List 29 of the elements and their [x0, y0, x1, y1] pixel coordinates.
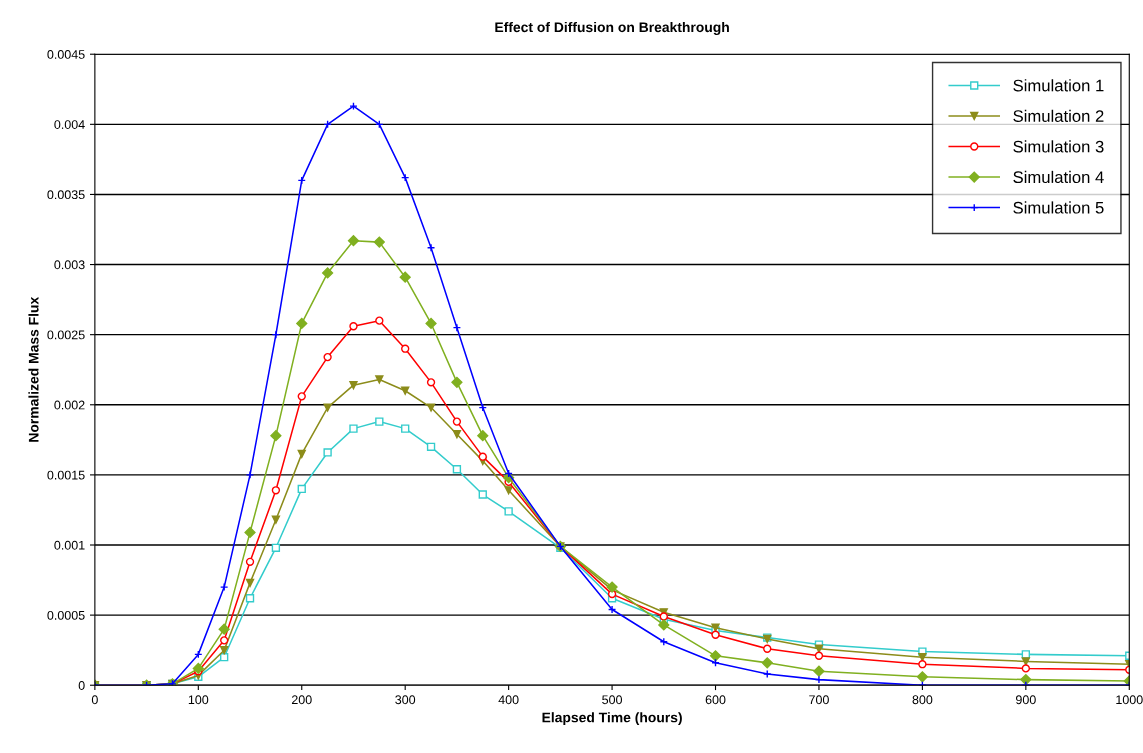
chart-title: Effect of Diffusion on Breakthrough	[495, 21, 729, 35]
x-tick-label: 700	[809, 695, 829, 705]
x-tick-label: 900	[1016, 695, 1036, 705]
y-tick-label: 0.001	[54, 540, 85, 550]
y-tick-label: 0.004	[54, 120, 85, 129]
x-tick-label: 800	[912, 695, 933, 705]
x-tick-label: 100	[188, 695, 209, 705]
y-tick-label: 0.0015	[47, 470, 85, 480]
x-tick-label: 0	[91, 695, 98, 705]
y-tick-label: 0.0005	[47, 610, 85, 620]
x-tick-label: 500	[602, 695, 623, 705]
x-tick-label: 200	[291, 695, 312, 705]
y-tick-label: 0.0035	[47, 190, 85, 200]
legend-label: Simulation 2	[1013, 109, 1104, 122]
legend-label: Simulation 1	[1013, 79, 1104, 92]
x-tick-label: 600	[705, 695, 726, 705]
y-tick-label: 0.002	[54, 400, 85, 410]
y-tick-label: 0.0045	[47, 50, 85, 59]
x-tick-label: 300	[395, 695, 416, 705]
legend-label: Simulation 5	[1013, 201, 1104, 214]
legend-label: Simulation 4	[1013, 170, 1104, 184]
y-tick-label: 0.003	[54, 260, 85, 270]
x-tick-label: 1000	[1116, 695, 1143, 705]
y-tick-label: 0	[78, 681, 85, 690]
y-tick-label: 0.0025	[47, 330, 85, 340]
legend-label: Simulation 3	[1013, 140, 1104, 153]
x-axis-title: Elapsed Time (hours)	[542, 712, 682, 726]
y-axis-title: Normalized Mass Flux	[28, 296, 39, 442]
x-tick-label: 400	[498, 695, 519, 705]
